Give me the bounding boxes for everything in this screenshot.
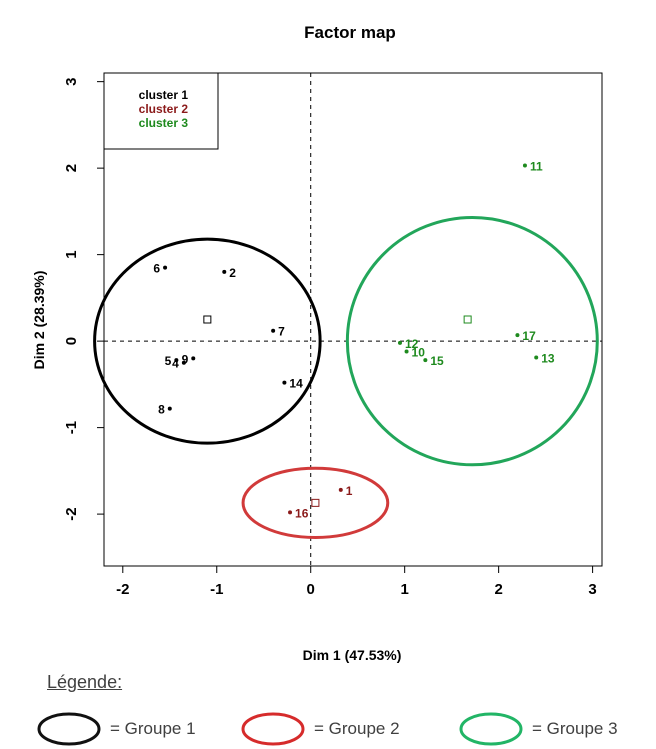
- cluster-center-marker: [203, 315, 212, 324]
- point-label: 1: [346, 484, 353, 498]
- point-label: 14: [289, 377, 303, 391]
- x-tick-label: 0: [307, 581, 315, 598]
- point-label: 7: [278, 325, 285, 339]
- data-point: [191, 356, 196, 361]
- legend-item-groupe-1: = Groupe 1: [36, 712, 196, 746]
- data-point: [167, 406, 172, 411]
- plot-frame: [103, 72, 603, 567]
- x-tick-label: -1: [210, 581, 223, 598]
- groups-legend: Légende: = Groupe 1 = Groupe 2 = Groupe …: [0, 664, 656, 749]
- legend-entry: cluster 1: [139, 88, 189, 102]
- point-label: 4: [172, 357, 179, 371]
- legend-entry: cluster 3: [139, 116, 189, 130]
- y-tick-label: 2: [63, 164, 80, 172]
- ellipse-swatch-icon: [241, 712, 305, 746]
- point-label: 15: [430, 354, 444, 368]
- y-tick-label: 3: [63, 77, 80, 85]
- data-point: [222, 269, 227, 274]
- data-point: [271, 328, 276, 333]
- legend-label-groupe-3: = Groupe 3: [532, 719, 618, 738]
- point-label: 12: [405, 337, 419, 351]
- point-label: 5: [165, 354, 172, 368]
- data-point: [282, 380, 287, 385]
- ellipse-swatch-icon: [459, 712, 523, 746]
- x-tick-label: 1: [401, 581, 409, 598]
- legend-label-groupe-1: = Groupe 1: [110, 719, 196, 738]
- point-label: 13: [541, 352, 555, 366]
- data-point: [522, 163, 527, 168]
- point-label: 9: [182, 352, 189, 366]
- y-tick-label: -2: [63, 507, 80, 520]
- chart-title: Factor map: [304, 23, 396, 42]
- x-axis-title: Dim 1 (47.53%): [303, 647, 402, 663]
- point-label: 17: [522, 329, 536, 343]
- y-tick-label: -1: [63, 421, 80, 434]
- legend-item-groupe-3: = Groupe 3: [458, 712, 618, 746]
- point-label: 8: [158, 403, 165, 417]
- data-point: [534, 355, 539, 360]
- legend-box: [103, 72, 219, 150]
- legend-item-groupe-2: = Groupe 2: [240, 712, 400, 746]
- data-point: [163, 265, 168, 270]
- y-axis-title: Dim 2 (28.39%): [31, 271, 47, 370]
- point-label: 11: [530, 160, 543, 174]
- y-tick-label: 1: [63, 250, 80, 258]
- x-tick-label: 3: [588, 581, 596, 598]
- cluster-ellipse-2: [241, 466, 390, 539]
- data-point: [174, 358, 179, 363]
- y-tick-label: 0: [63, 337, 80, 345]
- point-label: 16: [295, 506, 309, 520]
- data-point: [515, 333, 520, 338]
- cluster-ellipse-3: [345, 215, 599, 467]
- data-point: [288, 510, 293, 515]
- data-point: [423, 358, 428, 363]
- point-label: 6: [153, 262, 160, 276]
- ellipse-swatch-icon: [37, 712, 101, 746]
- x-tick-label: 2: [494, 581, 502, 598]
- legend-entry: cluster 2: [139, 102, 189, 116]
- ellipse-layer: [93, 215, 599, 539]
- cluster-ellipse-1: [93, 237, 322, 445]
- legend-label-groupe-2: = Groupe 2: [314, 719, 400, 738]
- point-label: 2: [229, 266, 236, 280]
- legend-title: Légende:: [47, 672, 123, 692]
- data-point: [181, 360, 186, 365]
- cluster-center-marker: [311, 498, 320, 507]
- data-point: [338, 487, 343, 492]
- cluster-center-marker: [463, 315, 472, 324]
- point-label: 10: [412, 346, 426, 360]
- x-tick-label: -2: [116, 581, 129, 598]
- data-point: [397, 340, 402, 345]
- data-point: [404, 349, 409, 354]
